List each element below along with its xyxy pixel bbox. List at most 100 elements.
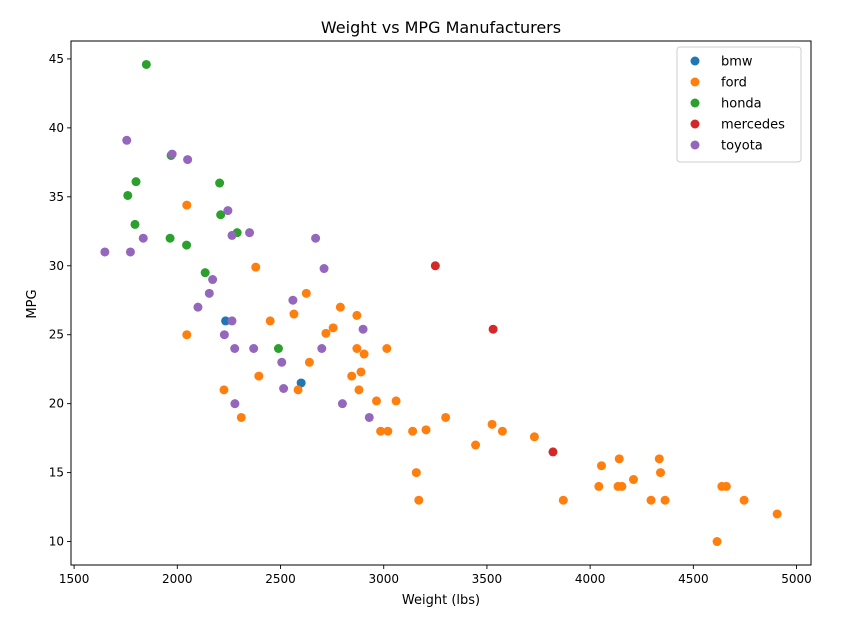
data-point-toyota xyxy=(249,344,259,354)
data-point-ford xyxy=(497,426,507,436)
data-point-ford xyxy=(408,426,418,436)
data-point-honda xyxy=(130,219,140,229)
y-tick-label: 30 xyxy=(49,259,64,273)
data-point-honda xyxy=(273,344,283,354)
data-point-mercedes xyxy=(430,261,440,271)
data-point-ford xyxy=(414,495,424,505)
data-point-ford xyxy=(487,419,497,429)
data-point-toyota xyxy=(138,233,148,243)
series-ford xyxy=(182,200,782,547)
y-tick-label: 10 xyxy=(49,535,64,549)
data-point-toyota xyxy=(227,230,237,240)
data-point-honda xyxy=(200,268,210,278)
data-point-ford xyxy=(660,495,670,505)
data-point-ford xyxy=(182,330,192,340)
data-point-ford xyxy=(352,310,362,320)
data-point-ford xyxy=(347,371,357,381)
data-point-ford xyxy=(739,495,749,505)
y-axis-label: MPG xyxy=(25,289,40,318)
y-tick-label: 25 xyxy=(49,328,64,342)
series-toyota xyxy=(100,135,374,422)
data-point-ford xyxy=(471,440,481,450)
data-point-toyota xyxy=(311,233,321,243)
data-point-toyota xyxy=(125,247,135,257)
data-point-toyota xyxy=(288,295,298,305)
data-point-toyota xyxy=(279,383,289,393)
data-point-ford xyxy=(712,537,722,547)
legend-marker-honda xyxy=(690,98,700,108)
legend-label-bmw: bmw xyxy=(721,55,753,70)
chart-title: Weight vs MPG Manufacturers xyxy=(321,18,561,37)
x-tick-label: 3500 xyxy=(472,572,503,586)
data-point-honda xyxy=(182,240,192,250)
data-point-toyota xyxy=(230,344,240,354)
data-point-ford xyxy=(265,316,275,326)
data-point-honda xyxy=(215,178,225,188)
data-point-bmw xyxy=(296,378,306,388)
data-point-ford xyxy=(335,302,345,312)
data-point-toyota xyxy=(319,264,329,274)
legend-marker-mercedes xyxy=(690,119,700,129)
data-point-toyota xyxy=(337,399,347,409)
data-point-toyota xyxy=(167,149,177,159)
data-point-ford xyxy=(359,349,369,359)
legend-box xyxy=(676,46,802,163)
legend-label-mercedes: mercedes xyxy=(721,118,785,133)
plot-frame xyxy=(70,40,812,566)
data-point-ford xyxy=(293,385,303,395)
data-point-ford xyxy=(614,454,624,464)
data-point-ford xyxy=(376,426,386,436)
x-tick-label: 5000 xyxy=(781,572,812,586)
x-tick-label: 4000 xyxy=(575,572,606,586)
data-point-ford xyxy=(301,288,311,298)
series-bmw xyxy=(221,316,306,388)
data-point-ford xyxy=(558,495,568,505)
data-point-ford xyxy=(421,425,431,435)
data-point-honda xyxy=(131,177,141,187)
data-point-mercedes xyxy=(548,447,558,457)
data-point-ford xyxy=(411,468,421,478)
data-point-ford xyxy=(236,412,246,422)
data-point-toyota xyxy=(245,228,255,238)
data-point-honda xyxy=(216,210,226,220)
legend-marker-ford xyxy=(690,77,700,87)
data-point-toyota xyxy=(193,302,203,312)
data-point-ford xyxy=(304,357,314,367)
data-point-ford xyxy=(321,328,331,338)
series-mercedes xyxy=(430,261,558,457)
data-point-toyota xyxy=(183,155,193,165)
data-point-ford xyxy=(617,481,627,491)
data-point-ford xyxy=(441,412,451,422)
data-point-mercedes xyxy=(488,324,498,334)
data-point-ford xyxy=(383,426,393,436)
y-tick-label: 15 xyxy=(49,466,64,480)
data-point-ford xyxy=(382,344,392,354)
x-tick-label: 3000 xyxy=(368,572,399,586)
legend: bmw ford honda mercedes toyota xyxy=(676,46,802,163)
data-point-toyota xyxy=(230,399,240,409)
data-point-honda xyxy=(165,233,175,243)
data-point-toyota xyxy=(358,324,368,334)
legend-label-toyota: toyota xyxy=(721,139,763,154)
y-tick-label: 45 xyxy=(49,52,64,66)
data-point-ford xyxy=(529,432,539,442)
x-tick-label: 4500 xyxy=(678,572,709,586)
data-point-toyota xyxy=(277,357,287,367)
legend-label-ford: ford xyxy=(721,76,747,91)
y-tick-label: 35 xyxy=(49,190,64,204)
data-point-ford xyxy=(596,461,606,471)
data-point-toyota xyxy=(364,412,374,422)
data-point-ford xyxy=(328,323,338,333)
data-point-ford xyxy=(646,495,656,505)
x-axis-label: Weight (lbs) xyxy=(402,593,480,608)
data-point-toyota xyxy=(122,135,132,145)
legend-label-honda: honda xyxy=(721,97,762,112)
data-point-ford xyxy=(391,396,401,406)
data-point-toyota xyxy=(223,206,233,216)
x-tick-label: 1500 xyxy=(59,572,90,586)
data-point-toyota xyxy=(317,344,327,354)
data-point-toyota xyxy=(204,288,214,298)
data-point-ford xyxy=(354,385,364,395)
